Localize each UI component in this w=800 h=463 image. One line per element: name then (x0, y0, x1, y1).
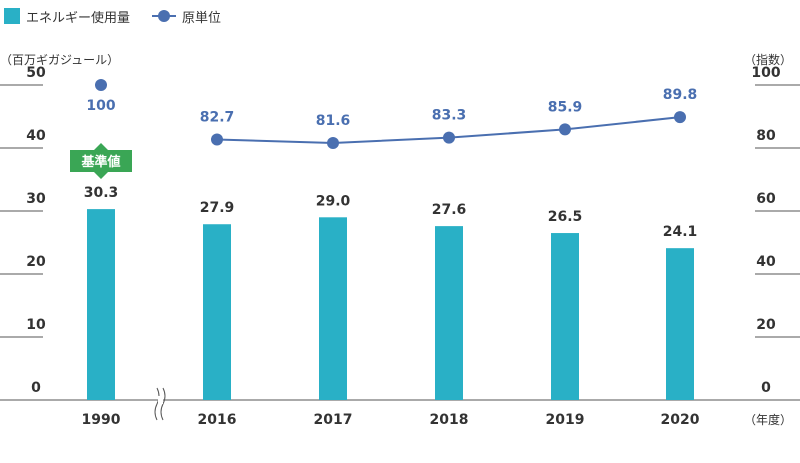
legend-bar-swatch-icon (4, 8, 20, 24)
line-value-label: 83.3 (432, 108, 467, 124)
bar-value-label: 27.6 (432, 202, 467, 218)
bar-value-label: 27.9 (200, 200, 235, 216)
x-axis-category-label: 2020 (661, 412, 700, 428)
bar-value-label: 24.1 (663, 224, 698, 240)
axis-break-mark-left (154, 387, 160, 421)
line-point (327, 136, 339, 149)
bar-value-label: 26.5 (548, 209, 583, 225)
bar (551, 233, 579, 400)
baseline-badge (70, 143, 132, 179)
x-axis-category-label: 2016 (198, 412, 237, 428)
right-axis-unit: （指数） (744, 53, 793, 67)
x-axis-category-label: 2017 (314, 412, 353, 428)
x-axis-category-label: 2018 (430, 412, 469, 428)
bar-value-label: 29.0 (316, 193, 351, 209)
x-axis-unit: （年度） (744, 413, 793, 427)
left-axis-tick-label: 20 (26, 254, 46, 270)
legend-line-marker-icon (152, 8, 177, 24)
right-axis-tick-label: 0 (761, 380, 771, 396)
legend-item-intensity: 原単位 (152, 7, 221, 26)
legend: エネルギー使用量 原単位 (4, 7, 243, 26)
line-point (211, 133, 223, 146)
left-axis-tick-label: 30 (26, 191, 46, 207)
line-point (674, 111, 686, 124)
right-axis-tick-label: 40 (756, 254, 776, 270)
left-axis-tick-label: 40 (26, 128, 46, 144)
line-value-label: 81.6 (316, 113, 351, 129)
bar (666, 248, 694, 400)
line-value-label: 89.8 (663, 87, 698, 103)
left-axis-tick-label: 10 (26, 317, 46, 333)
baseline-badge-label: 基準値 (80, 154, 120, 170)
legend-intensity-label: 原単位 (182, 10, 222, 26)
right-axis-tick-label: 80 (756, 128, 776, 144)
right-axis-tick-label: 60 (756, 191, 776, 207)
line-point (559, 123, 571, 136)
left-axis-tick-label: 0 (31, 380, 41, 396)
left-axis-unit: （百万ギガジュール） (0, 53, 120, 67)
left-axis-tick-label: 50 (26, 65, 46, 81)
axis-break-gap (158, 396, 163, 404)
line-point (443, 131, 455, 144)
bar (319, 217, 347, 400)
bar (203, 224, 231, 400)
right-axis-tick-label: 20 (756, 317, 776, 333)
legend-energy-label: エネルギー使用量 (26, 10, 131, 26)
bar-value-label: 30.3 (84, 185, 119, 201)
x-axis-category-label: 1990 (82, 412, 121, 428)
x-axis-category-label: 2019 (546, 412, 585, 428)
right-axis-tick-label: 100 (751, 65, 780, 81)
legend-item-energy: エネルギー使用量 (4, 7, 130, 26)
line-point (95, 79, 107, 91)
bar (87, 209, 115, 400)
bar (435, 226, 463, 400)
line-value-label: 100 (86, 98, 115, 114)
line-value-label: 82.7 (200, 109, 235, 125)
line-value-label: 85.9 (548, 99, 583, 115)
